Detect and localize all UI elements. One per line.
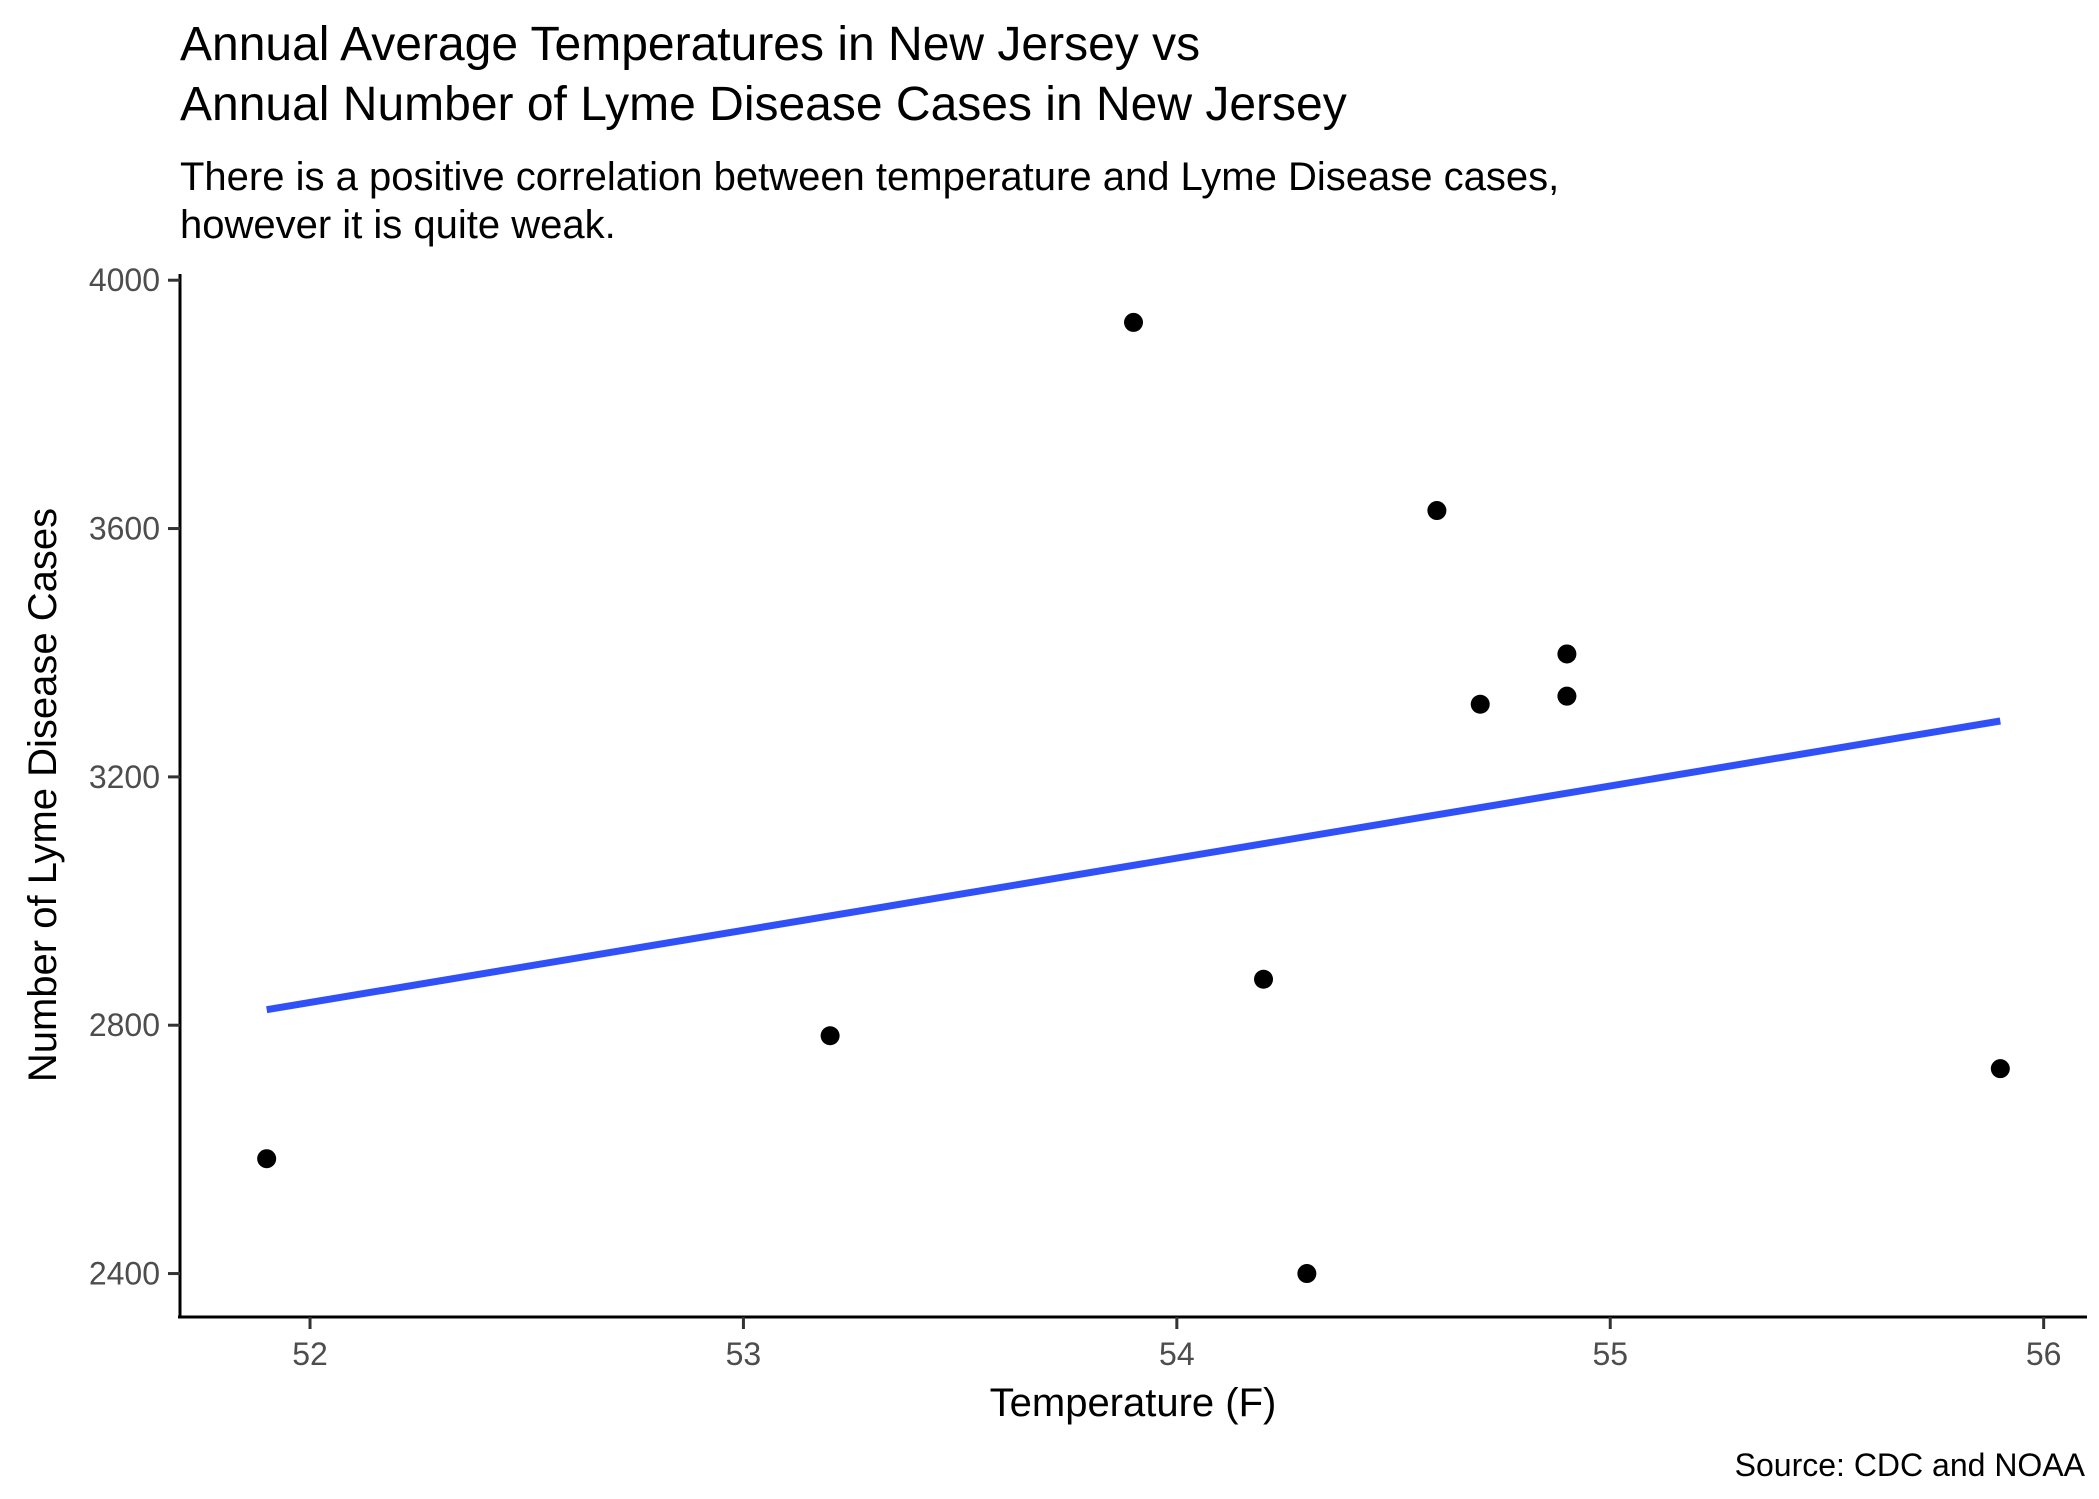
x-tick-label-55: 55 [1592,1336,1628,1372]
y-tick-label-2800: 2800 [89,1007,160,1043]
x-axis-title: Temperature (F) [990,1381,1277,1425]
y-tick-label-4000: 4000 [89,262,160,298]
chart-title-line-2: Annual Number of Lyme Disease Cases in N… [180,78,1347,131]
data-point-5 [1297,1264,1317,1284]
y-tick-label-2400: 2400 [89,1256,160,1292]
trend-line [266,717,2001,1014]
chart-subtitle-line-1: There is a positive correlation between … [180,155,1559,199]
data-point-9 [1557,686,1577,706]
y-axis-title: Number of Lyme Disease Cases [21,508,65,1082]
data-point-7 [1470,694,1490,714]
chart-subtitle-line-2: however it is quite weak. [180,203,616,247]
x-tick-label-54: 54 [1159,1336,1195,1372]
chart-title-line-1: Annual Average Temperatures in New Jerse… [180,18,1200,71]
x-tick-label-56: 56 [2026,1336,2062,1372]
x-tick-label-53: 53 [726,1336,762,1372]
data-point-4 [1254,969,1274,989]
data-point-2 [820,1026,840,1046]
x-axis-ticks: 52 53 54 55 56 [292,1317,2061,1372]
y-tick-label-3200: 3200 [89,759,160,795]
plot-area [257,312,2010,1284]
x-tick-label-52: 52 [292,1336,328,1372]
data-point-6 [1427,501,1447,521]
y-tick-label-3600: 3600 [89,511,160,547]
data-point-10 [1990,1059,2010,1079]
data-point-8 [1557,644,1577,664]
data-point-3 [1124,312,1143,332]
y-axis-ticks: 2400 2800 3200 3600 4000 [89,262,180,1292]
data-point-1 [257,1149,277,1169]
chart-caption: Source: CDC and NOAA [1735,1447,2086,1483]
